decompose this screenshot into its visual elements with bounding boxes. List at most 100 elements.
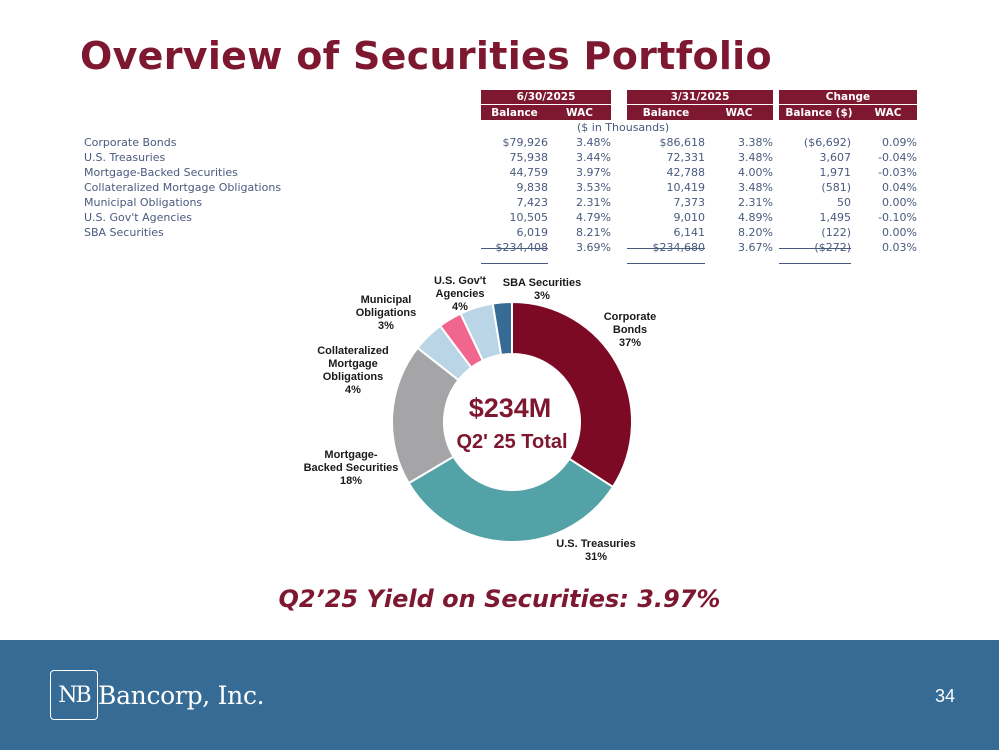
table-cell: (581): [821, 181, 851, 194]
slice-label: U.S. Treasuries: [556, 538, 636, 550]
table-cell: 7,423: [516, 196, 549, 209]
table-cell: 10,419: [666, 181, 706, 194]
slice-label: Corporate: [604, 311, 657, 323]
table-row: U.S. Gov't Agencies 10,505 4.79% 9,010 4.89%…: [84, 211, 924, 226]
row-label: Collateralized Mortgage Obligations: [84, 181, 282, 194]
table-cell: 75,938: [509, 151, 549, 164]
table-row: SBA Securities 6,019 8.21% 6,141 8.20% (122) 0…: [84, 226, 924, 241]
row-label: Corporate Bonds: [84, 136, 177, 149]
table-cell: 1,971: [819, 166, 852, 179]
slice-percent-label: 4%: [452, 301, 468, 313]
table-row: Mortgage-Backed Securities 44,759 3.97% 42,…: [84, 166, 924, 181]
slice-label: Backed Securities: [304, 462, 399, 474]
table-cell: 3.44%: [576, 151, 611, 164]
table-cell: 4.79%: [576, 211, 611, 224]
slice-label: Collateralized: [317, 345, 389, 357]
table-cell: $79,926: [502, 136, 549, 149]
col-header-wac: WAC: [548, 105, 611, 120]
company-name: Bancorp, Inc.: [98, 680, 265, 710]
table-cell: 3.48%: [576, 136, 611, 149]
period-header-q1: 3/31/2025: [627, 90, 773, 104]
donut-slice: [491, 300, 513, 357]
table-cell: 7,373: [673, 196, 706, 209]
row-label: U.S. Gov't Agencies: [84, 211, 192, 224]
col-header-wac-change: WAC: [859, 105, 917, 120]
slice-percent-label: 18%: [340, 475, 362, 487]
table-row: Collateralized Mortgage Obligations 9,838…: [84, 181, 924, 196]
table-cell: 8.21%: [576, 226, 611, 239]
table-cell: 1,495: [819, 211, 852, 224]
yield-callout: Q2’25 Yield on Securities: 3.97%: [278, 585, 721, 613]
table-cell: 6,141: [673, 226, 706, 239]
donut-center-label: Q2' 25 Total: [456, 431, 567, 453]
table-cell: 9,010: [673, 211, 706, 224]
slice-percent-label: 3%: [378, 320, 394, 332]
table-cell: 3.67%: [738, 241, 773, 254]
slice-label: SBA Securities: [503, 277, 581, 289]
col-header-balance: Balance: [481, 105, 548, 120]
table-cell: 0.00%: [882, 196, 917, 209]
subtotal-underline: [779, 248, 851, 249]
slice-percent-label: 37%: [619, 337, 641, 349]
table-cell: 3.48%: [738, 151, 773, 164]
col-header-balance: Balance: [627, 105, 705, 120]
slice-label: U.S. Gov't: [434, 275, 486, 287]
table-cell: 2.31%: [576, 196, 611, 209]
table-cell: $234,680: [652, 241, 706, 254]
col-header-wac: WAC: [705, 105, 773, 120]
donut-center-value: $234M: [469, 393, 552, 423]
table-cell: ($6,692): [803, 136, 851, 149]
table-cell: $234,408: [495, 241, 549, 254]
table-cell: 3.48%: [738, 181, 773, 194]
table-cell: $86,618: [659, 136, 706, 149]
page-title: Overview of Securities Portfolio: [80, 34, 772, 78]
footer-bar: NB Bancorp, Inc. 34: [0, 640, 999, 750]
table-row: Municipal Obligations 7,423 2.31% 7,373 2.31…: [84, 196, 924, 211]
slice-label: Obligations: [356, 307, 417, 319]
table-cell: 4.00%: [738, 166, 773, 179]
subtotal-underline: [481, 248, 548, 249]
table-cell: -0.10%: [878, 211, 917, 224]
slice-label: Mortgage: [328, 358, 378, 370]
slice-label: Municipal: [361, 294, 412, 306]
table-cell: 6,019: [516, 226, 549, 239]
table-cell: 0.04%: [882, 181, 917, 194]
row-label: SBA Securities: [84, 226, 164, 239]
donut-slice: [407, 455, 615, 543]
table-cell: 3,607: [819, 151, 852, 164]
total-underline: [627, 263, 705, 264]
col-header-balance-change: Balance ($): [779, 105, 859, 120]
donut-slice: [511, 300, 633, 489]
period-header-change: Change: [779, 90, 917, 104]
securities-table: 6/30/2025 3/31/2025 Change Balance WAC B…: [84, 90, 924, 264]
logo-mark: NB: [50, 670, 98, 720]
row-label: U.S. Treasuries: [84, 151, 166, 164]
table-cell: 3.69%: [576, 241, 611, 254]
table-cell: 0.00%: [882, 226, 917, 239]
table-row: U.S. Treasuries 75,938 3.44% 72,331 3.48% 3,6…: [84, 151, 924, 166]
table-cell: -0.03%: [878, 166, 917, 179]
table-row: Corporate Bonds $79,926 3.48% $86,618 3.38% (…: [84, 136, 924, 151]
slice-label: Obligations: [323, 371, 384, 383]
slice-percent-label: 3%: [534, 290, 550, 302]
units-note: ($ in Thousands): [577, 121, 670, 134]
table-cell: 0.09%: [882, 136, 917, 149]
row-label: Municipal Obligations: [84, 196, 203, 209]
row-label: Mortgage-Backed Securities: [84, 166, 238, 179]
page-number: 34: [934, 686, 955, 706]
total-underline: [481, 263, 548, 264]
table-cell: 3.97%: [576, 166, 611, 179]
total-row: $234,408 3.69% $234,680 3.67% ($272) 0.03%: [84, 241, 924, 256]
slice-percent-label: 4%: [345, 384, 361, 396]
table-cell: 50: [837, 196, 851, 209]
slice-label: Agencies: [436, 288, 485, 300]
table-cell: 42,788: [666, 166, 706, 179]
table-cell: ($272): [814, 241, 851, 254]
subtotal-underline: [627, 248, 705, 249]
table-cell: -0.04%: [878, 151, 917, 164]
table-cell: 2.31%: [738, 196, 773, 209]
table-cell: 72,331: [666, 151, 706, 164]
table-cell: 3.38%: [738, 136, 773, 149]
slice-percent-label: 31%: [585, 551, 607, 563]
